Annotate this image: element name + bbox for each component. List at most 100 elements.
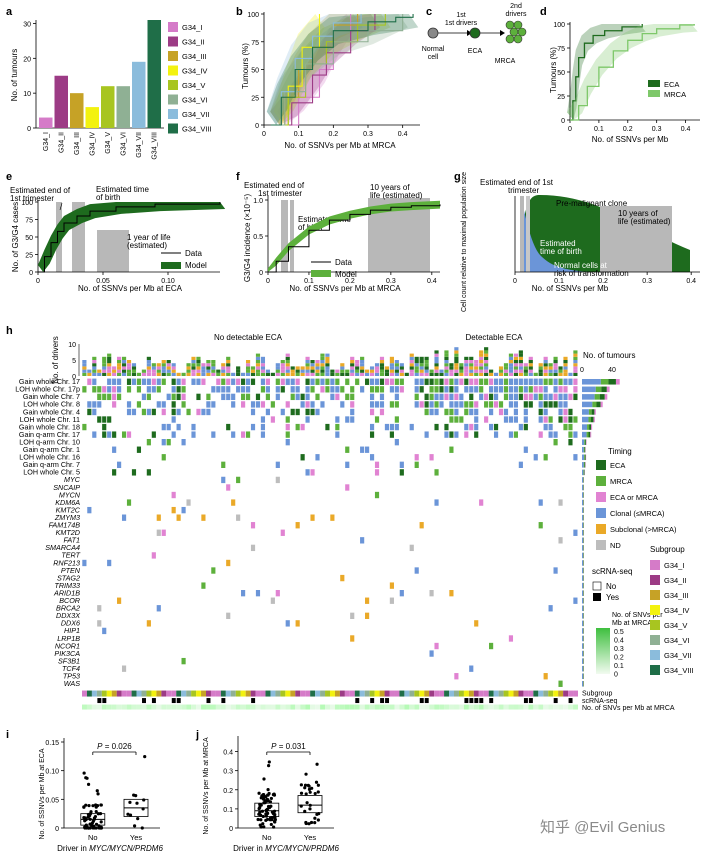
driver-bar-seg: [563, 363, 568, 367]
panel-g-xlabel: No. of SSNVs per Mb: [532, 284, 609, 293]
oncoprint-cell: [449, 408, 454, 416]
oncoprint-cell: [454, 416, 459, 423]
driver-bar-seg: [226, 369, 231, 373]
driver-bar-seg: [389, 372, 394, 376]
snv-track-cell: [434, 704, 440, 710]
driver-bar-seg: [573, 350, 578, 354]
tumour-count-seg: [601, 386, 607, 393]
driver-bar-seg: [553, 366, 558, 370]
subgroup-track-cell: [315, 690, 321, 697]
oncoprint-cell: [236, 476, 241, 484]
oncoprint-cell: [553, 567, 558, 574]
legend-label-G34_VII: G34_VII: [182, 110, 210, 119]
oncoprint-cell: [350, 612, 355, 619]
oncoprint-cell: [255, 393, 261, 401]
driver-bar-seg: [196, 372, 201, 376]
oncoprint-cell: [394, 401, 399, 408]
panel-g-annotation-normal: Normal cells at: [554, 261, 608, 270]
driver-bar-seg: [538, 366, 543, 370]
driver-bar-seg: [226, 356, 231, 360]
oncoprint-cell: [523, 408, 528, 416]
subgroup-track-cell: [533, 690, 539, 697]
point: [313, 791, 317, 796]
svg-text:risk of transformation: risk of transformation: [554, 269, 629, 278]
oncoprint-cell: [508, 378, 514, 385]
oncoprint-cell: [305, 393, 310, 401]
oncoprint-cell: [201, 408, 206, 416]
driver-bar-seg: [513, 363, 518, 367]
oncoprint-cell: [345, 393, 350, 401]
driver-bar-seg: [161, 369, 166, 373]
oncoprint-cell: [538, 499, 543, 506]
oncoprint-cell: [394, 386, 399, 393]
driver-bar-seg: [419, 360, 424, 364]
subgroup-track-cell: [116, 690, 122, 697]
oncoprint-cell: [523, 416, 528, 423]
legend-label-G34_III: G34_III: [182, 52, 207, 61]
oncoprint-cell: [449, 401, 454, 408]
snv-track-cell: [454, 704, 459, 710]
driver-bar-seg: [156, 363, 161, 367]
svg-text:of birth: of birth: [96, 193, 120, 202]
oncoprint-cell: [226, 484, 231, 491]
driver-bar-seg: [464, 372, 469, 376]
driver-bar-seg: [479, 353, 484, 357]
oncoprint-cell: [355, 378, 360, 385]
driver-bar-seg: [434, 360, 439, 364]
oncoprint-cell: [300, 401, 305, 408]
driver-bar-seg: [374, 372, 380, 376]
label-1st-drivers: 1st 1st drivers: [445, 12, 478, 27]
oncoprint-cell: [241, 393, 246, 401]
panel-i-ylabel: No. of SSNVs per Mb at ECA: [39, 748, 46, 839]
subgroup-label-G34_I: G34_I: [664, 561, 684, 570]
driver-bar-seg: [206, 372, 211, 376]
oncoprint-cell: [231, 401, 236, 408]
driver-bar-seg: [518, 353, 523, 357]
oncoprint-cell: [414, 378, 419, 385]
driver-bar-seg: [355, 360, 360, 364]
driver-bar-seg: [305, 369, 310, 373]
oncoprint-cell: [489, 378, 494, 385]
panel-b-line-chart: Tumours (%) No. of SSNVs per Mb at MRCA …: [241, 12, 420, 150]
oncoprint-cell: [573, 416, 578, 423]
oncoprint-cell: [310, 469, 315, 476]
timing-swatch: [596, 508, 606, 518]
driver-bar-seg: [449, 372, 454, 376]
oncoprint-cell: [285, 431, 290, 438]
oncoprint-cell: [97, 605, 102, 612]
panel-f-xlabel: No. of SSNVs per Mb at MRCA: [289, 284, 401, 293]
panel-b-ylabel: Tumours (%): [241, 43, 250, 89]
oncoprint-cell: [389, 423, 394, 431]
oncoprint-cell: [573, 386, 578, 393]
point: [132, 793, 136, 797]
driver-bar-seg: [236, 372, 241, 376]
point: [299, 791, 304, 795]
driver-bar-seg: [543, 369, 548, 373]
driver-bar-seg: [191, 366, 196, 370]
ytick: 50: [25, 235, 33, 242]
oncoprint-cell: [558, 416, 563, 423]
oncoprint-cell: [97, 416, 102, 423]
driver-bar-seg: [136, 372, 142, 376]
snv-track-cell: [245, 704, 251, 710]
panel-a-xtick: G34_II: [58, 132, 65, 153]
ytick: 0: [255, 123, 259, 130]
driver-bar-seg: [513, 369, 518, 373]
oncoprint-cell: [255, 401, 261, 408]
scrna-track-cell: [176, 698, 181, 704]
driver-bar-seg: [186, 372, 191, 376]
driver-bar-seg: [121, 369, 127, 373]
snv-track-cell: [250, 704, 256, 710]
oncoprint-cell: [414, 454, 419, 461]
oncoprint-cell: [513, 416, 518, 423]
driver-bar-seg: [424, 360, 429, 364]
subgroup-track-cell: [91, 690, 97, 697]
data-line: [38, 202, 221, 273]
oncoprint-cell: [484, 378, 489, 385]
driver-bar-seg: [538, 372, 543, 376]
xtick: 0.2: [623, 126, 633, 133]
row-label: DDX3X: [56, 611, 81, 620]
tumour-count-seg: [582, 628, 583, 634]
snv-track-cell: [478, 704, 484, 710]
point: [262, 777, 266, 781]
